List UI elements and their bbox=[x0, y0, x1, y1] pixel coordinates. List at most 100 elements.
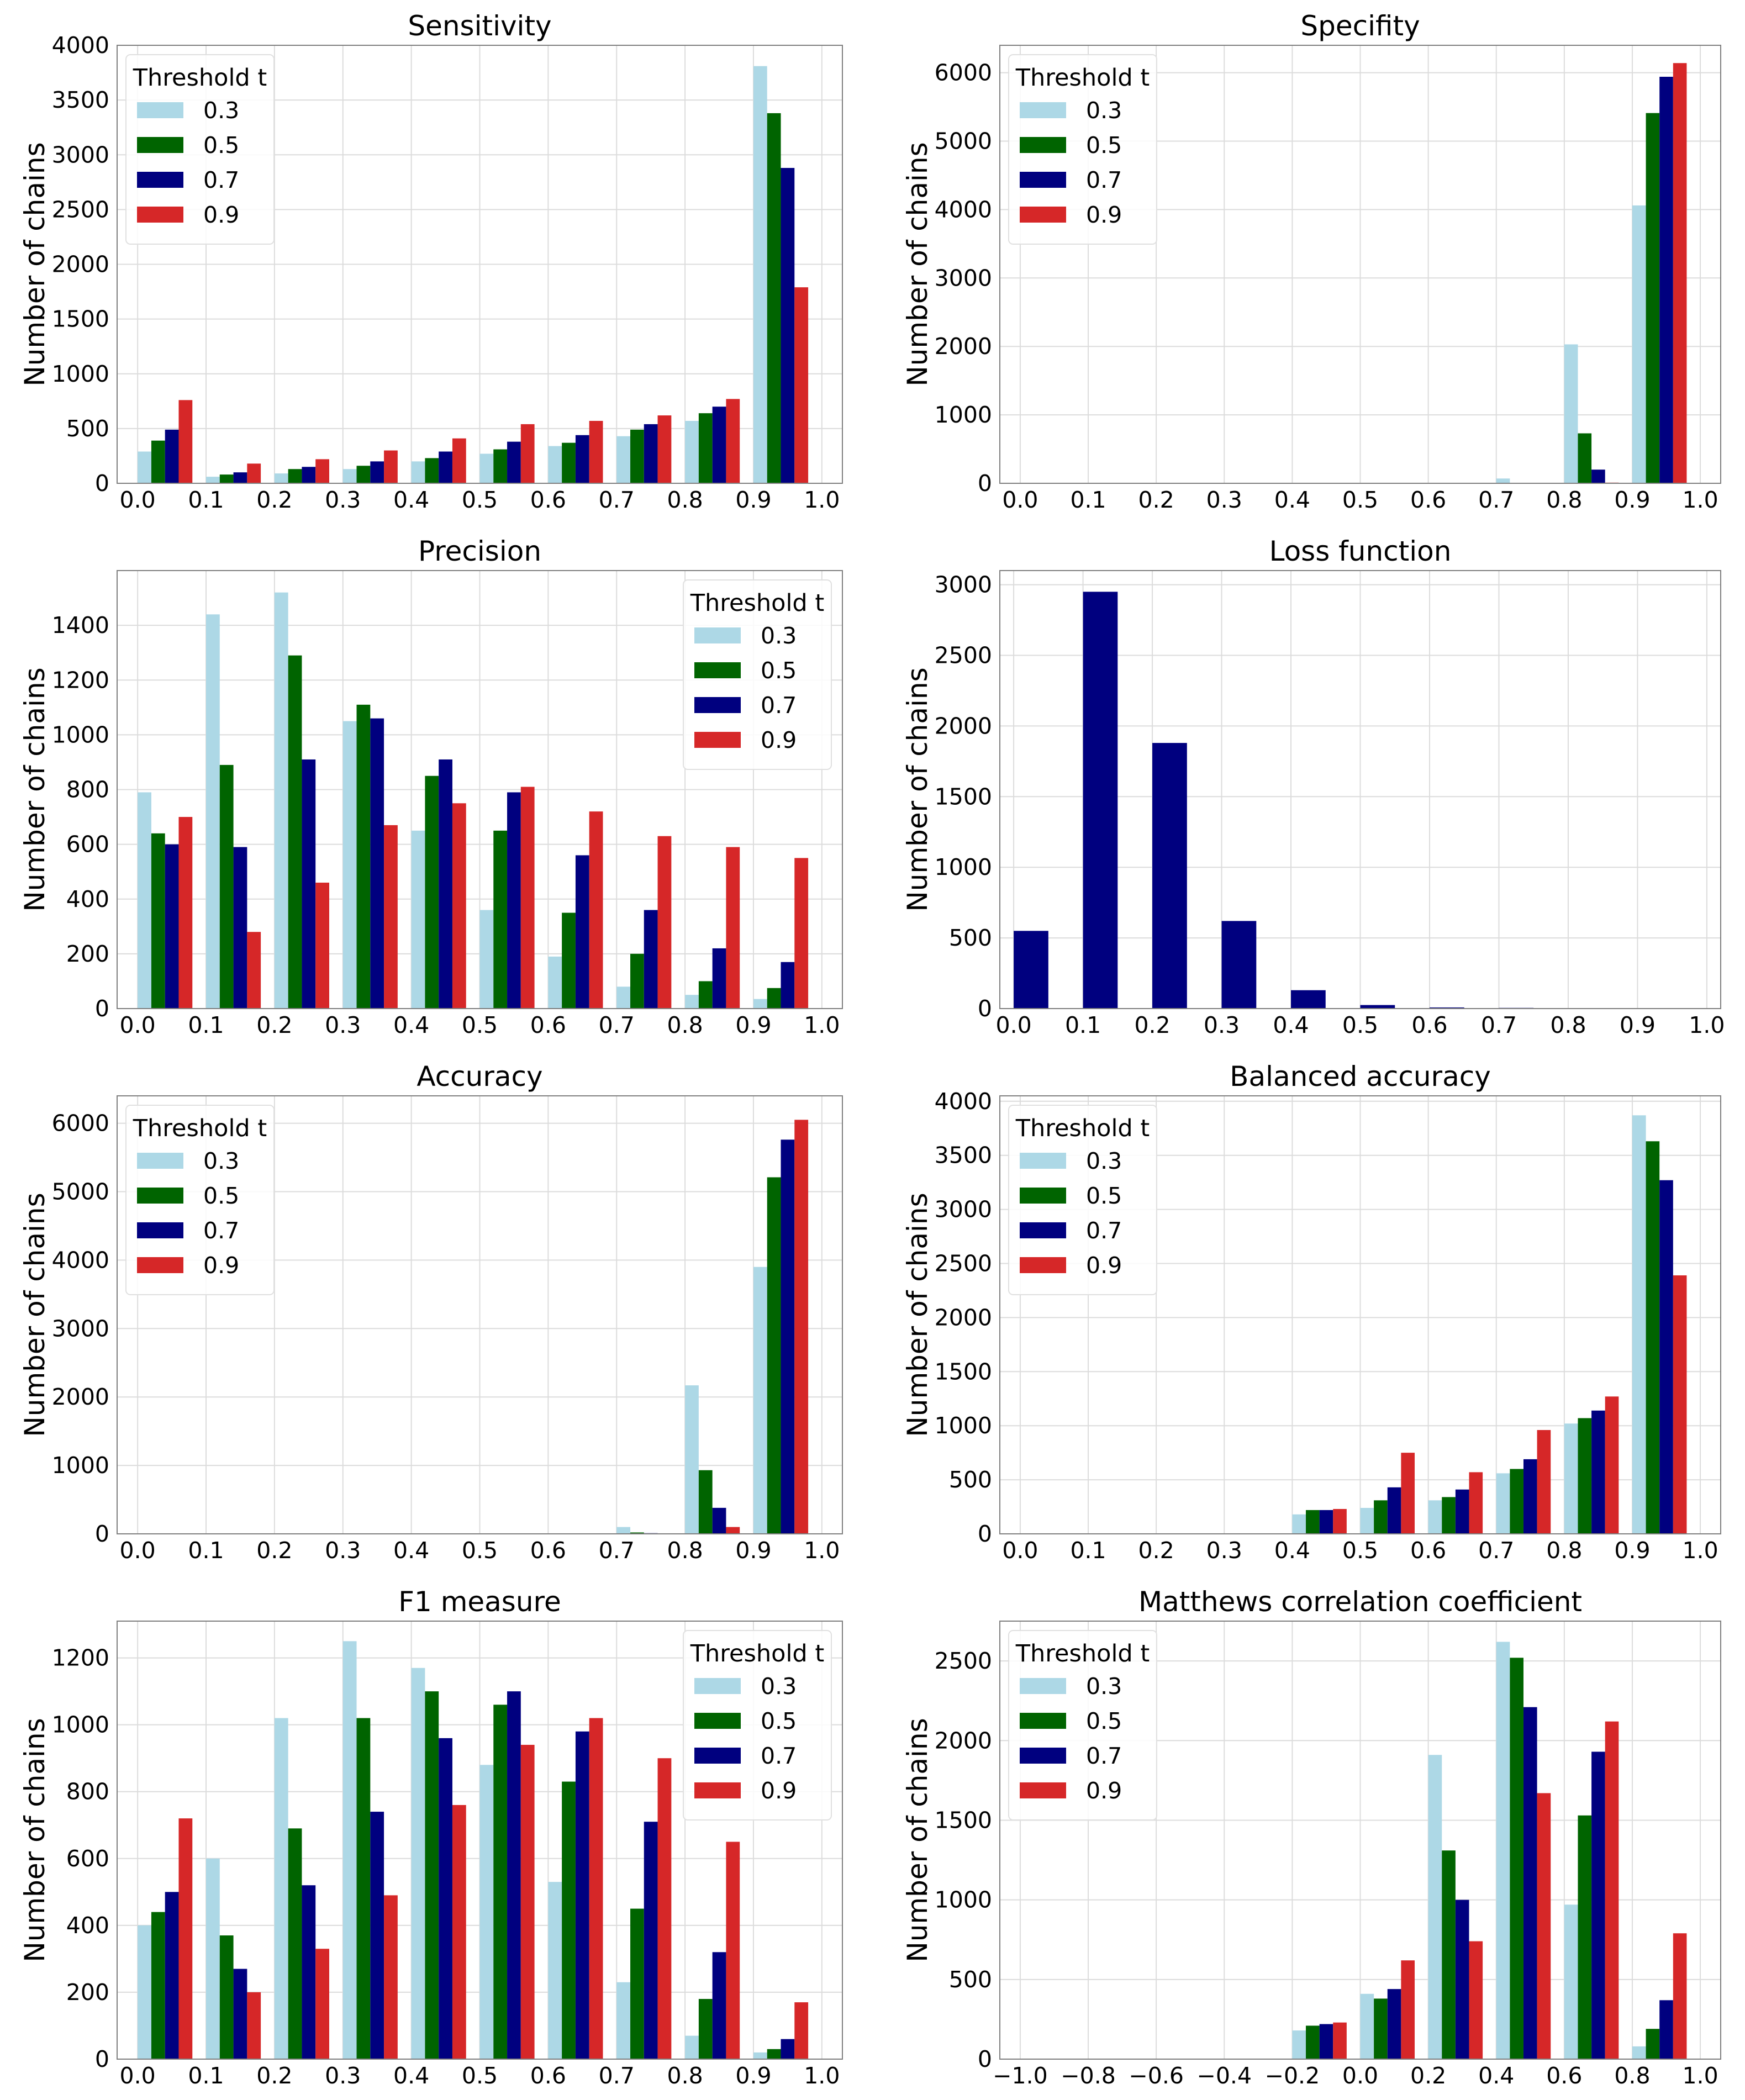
y-tick-label: 2000 bbox=[935, 1727, 992, 1754]
bar bbox=[520, 424, 535, 483]
x-tick-label: 0.7 bbox=[599, 1537, 635, 1564]
legend-swatch bbox=[1020, 1713, 1066, 1729]
x-tick-label: 0.4 bbox=[1274, 487, 1310, 513]
y-axis-label: Number of chains bbox=[902, 1718, 934, 1962]
legend-swatch bbox=[1020, 1188, 1066, 1204]
bar bbox=[247, 1992, 261, 2059]
y-axis-label: Number of chains bbox=[19, 1718, 51, 1962]
bar bbox=[1496, 1473, 1510, 1534]
bar bbox=[439, 1738, 452, 2059]
bar bbox=[644, 424, 658, 483]
legend-title: Threshold t bbox=[133, 64, 267, 92]
x-tick-label: 0.9 bbox=[1620, 1012, 1656, 1038]
bar bbox=[1360, 1005, 1395, 1009]
bar bbox=[247, 463, 261, 483]
x-tick-label: 0.8 bbox=[667, 487, 703, 513]
plot-frame bbox=[999, 1095, 1721, 1534]
bar bbox=[452, 1804, 466, 2059]
bar bbox=[1523, 1707, 1537, 2059]
bar bbox=[1659, 76, 1673, 483]
bar bbox=[479, 453, 494, 483]
bar bbox=[315, 883, 329, 1009]
y-tick-label: 2000 bbox=[52, 1384, 109, 1410]
bar bbox=[165, 429, 179, 483]
y-tick-label: 200 bbox=[66, 1979, 109, 2006]
bar bbox=[452, 803, 466, 1009]
legend-title: Threshold t bbox=[690, 1640, 824, 1668]
x-tick-label: −0.2 bbox=[1265, 2062, 1320, 2089]
x-tick-label: 0.9 bbox=[735, 487, 771, 513]
bar bbox=[452, 438, 466, 483]
bar bbox=[1673, 1275, 1687, 1534]
x-tick-label: 0.5 bbox=[1342, 1012, 1378, 1038]
legend-swatch bbox=[1020, 1782, 1066, 1798]
bar bbox=[712, 1952, 726, 2059]
legend-title: Threshold t bbox=[1015, 1640, 1150, 1668]
y-tick-label: 600 bbox=[66, 831, 109, 858]
legend-label: 0.5 bbox=[1086, 132, 1122, 159]
x-tick-label: 0.5 bbox=[462, 1537, 498, 1564]
bar bbox=[575, 435, 589, 483]
y-tick-label: 1000 bbox=[52, 361, 109, 387]
x-tick-label: 0.7 bbox=[1478, 1537, 1514, 1564]
legend-box bbox=[1008, 54, 1157, 245]
x-tick-label: 0.4 bbox=[1274, 1537, 1310, 1564]
x-tick-label: 1.0 bbox=[804, 487, 840, 513]
bar bbox=[1646, 1141, 1660, 1534]
bar bbox=[439, 451, 452, 483]
bar bbox=[1578, 433, 1592, 483]
legend-swatch bbox=[694, 1782, 741, 1798]
legend-label: 0.9 bbox=[1086, 1252, 1122, 1279]
bar bbox=[616, 1527, 631, 1534]
x-tick-label: 0.3 bbox=[325, 487, 361, 513]
y-tick-label: 2000 bbox=[935, 713, 992, 739]
bar bbox=[712, 407, 726, 483]
bar bbox=[520, 1744, 535, 2059]
x-tick-label: 0.6 bbox=[1411, 1012, 1447, 1038]
y-tick-label: 400 bbox=[66, 886, 109, 912]
bar bbox=[1591, 1751, 1605, 2059]
panel-1: 0.0 0.1 0.2 0.3 0.4 0.5 0.6 0.7 0.8 0.9 1.0 0 500 100… bbox=[19, 10, 843, 513]
legend-box bbox=[125, 54, 275, 245]
bar bbox=[1374, 1500, 1388, 1534]
bar bbox=[685, 995, 699, 1009]
y-tick-label: 500 bbox=[949, 925, 992, 951]
bar bbox=[342, 721, 357, 1009]
x-tick-label: 0.8 bbox=[1546, 1537, 1582, 1564]
bar bbox=[411, 461, 425, 483]
x-tick-label: −0.8 bbox=[1061, 2062, 1116, 2089]
bar bbox=[138, 1925, 151, 2059]
legend-swatch bbox=[137, 1257, 183, 1273]
x-tick-label: 0.4 bbox=[393, 487, 429, 513]
y-tick-label: 800 bbox=[66, 1779, 109, 1805]
plot-frame bbox=[117, 45, 843, 484]
y-tick-label: 1500 bbox=[935, 783, 992, 810]
bar bbox=[657, 415, 672, 483]
y-tick-label: 3000 bbox=[935, 572, 992, 598]
bar bbox=[1632, 1115, 1646, 1534]
x-tick-label: 0.4 bbox=[393, 1012, 429, 1038]
bar bbox=[1537, 1430, 1551, 1534]
x-tick-label: 0.2 bbox=[256, 1537, 292, 1564]
x-tick-label: 0.0 bbox=[120, 487, 156, 513]
chart-title: Balanced accuracy bbox=[1230, 1060, 1491, 1093]
x-tick-label: 0.9 bbox=[735, 1012, 771, 1038]
panel-3: 0.0 0.1 0.2 0.3 0.4 0.5 0.6 0.7 0.8 0.9 1.0 0 200 400… bbox=[19, 535, 843, 1038]
bar bbox=[753, 66, 767, 484]
x-tick-label: 0.6 bbox=[530, 2062, 566, 2089]
y-tick-label: 1500 bbox=[935, 1807, 992, 1833]
bar bbox=[781, 2039, 795, 2059]
bar bbox=[1152, 743, 1187, 1009]
legend: Threshold t 0.3 0.5 0.7 0.9 bbox=[683, 579, 832, 770]
x-tick-label: 0.0 bbox=[120, 2062, 156, 2089]
x-tick-label: 0.1 bbox=[188, 487, 224, 513]
bar bbox=[1564, 1904, 1578, 2059]
bar bbox=[1360, 1993, 1374, 2059]
y-axis-label: Number of chains bbox=[902, 1193, 934, 1437]
bar bbox=[767, 2049, 781, 2059]
chart-title: Accuracy bbox=[417, 1060, 542, 1093]
x-tick-label: 0.5 bbox=[462, 487, 498, 513]
bar bbox=[1659, 1180, 1673, 1534]
bar bbox=[493, 1705, 508, 2059]
y-tick-label: 3500 bbox=[52, 87, 109, 113]
